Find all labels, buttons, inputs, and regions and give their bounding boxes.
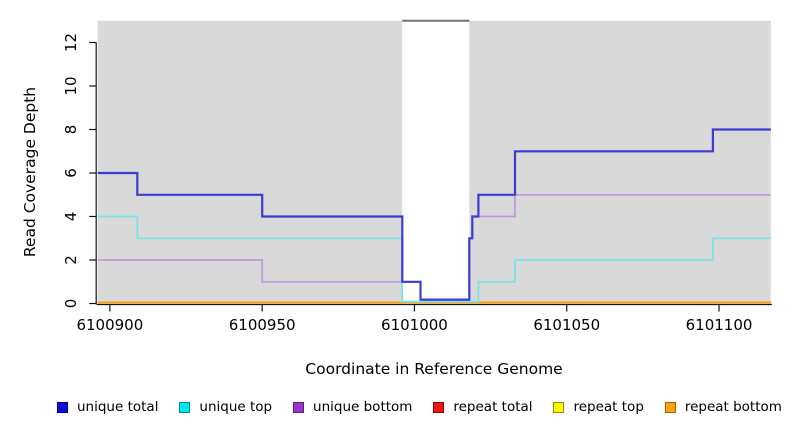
y-tick-label-6: 6 — [62, 168, 80, 178]
legend-item-repeat-total: repeat total — [433, 399, 533, 415]
x-tick-label-6101050: 6101050 — [533, 316, 600, 334]
legend-label: unique bottom — [313, 399, 413, 415]
x-tick-label-6101000: 6101000 — [381, 316, 448, 334]
y-tick-label-10: 10 — [62, 76, 80, 95]
y-tick-label-0: 0 — [62, 299, 80, 309]
legend-item-repeat-top: repeat top — [553, 399, 644, 415]
background-shade-right — [469, 20, 771, 304]
series-unique-total-line — [97, 128, 771, 301]
legend-label: repeat total — [453, 399, 533, 415]
x-axis-title: Coordinate in Reference Genome — [305, 360, 563, 378]
legend-swatch-repeat-bottom-icon — [664, 401, 676, 413]
x-tick-label-6101100: 6101100 — [686, 316, 753, 334]
legend-swatch-repeat-top-icon — [553, 401, 565, 413]
legend-label: repeat top — [573, 399, 644, 415]
legend-item-unique-bottom: unique bottom — [293, 399, 412, 415]
y-tick-label-2: 2 — [62, 255, 80, 265]
y-tick-label-12: 12 — [62, 33, 80, 52]
legend-swatch-unique-top-icon — [179, 401, 191, 413]
legend-label: repeat bottom — [684, 399, 782, 415]
gap-window — [402, 20, 470, 304]
legend-swatch-unique-total-icon — [57, 401, 68, 413]
series-unique-top-line — [97, 215, 771, 303]
x-tick-label-6100900: 6100900 — [76, 316, 143, 334]
legend-item-unique-top: unique top — [179, 399, 272, 415]
legend-swatch-unique-bottom-icon — [293, 401, 305, 413]
x-tick-label-6100950: 6100950 — [229, 316, 296, 334]
background-shade-left — [97, 20, 403, 304]
y-tick-label-4: 4 — [62, 212, 80, 222]
legend: unique total unique top unique bottom repea… — [0, 399, 792, 415]
legend-swatch-repeat-total-icon — [433, 401, 445, 413]
legend-item-unique-total: unique total — [57, 399, 158, 415]
legend-label: unique top — [199, 399, 273, 415]
legend-item-repeat-bottom: repeat bottom — [664, 399, 782, 415]
legend-label: unique total — [77, 399, 159, 415]
y-axis-title: Read Coverage Depth — [21, 86, 39, 258]
y-tick-label-8: 8 — [62, 125, 80, 135]
